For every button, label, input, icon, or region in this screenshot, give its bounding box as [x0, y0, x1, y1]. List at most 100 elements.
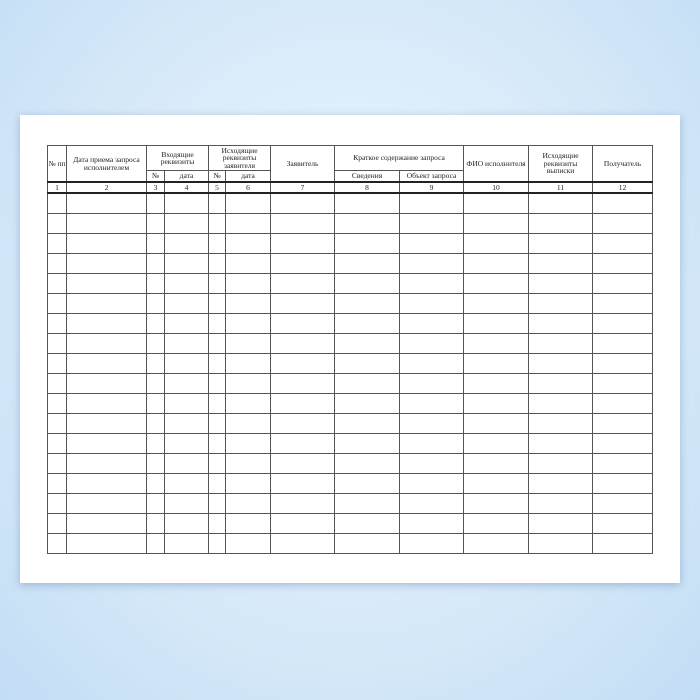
empty-cell [528, 253, 594, 274]
empty-cell [463, 373, 530, 394]
empty-cell [47, 493, 67, 514]
empty-cell [399, 313, 465, 334]
empty-cell [163, 473, 210, 494]
empty-cell [463, 353, 530, 374]
empty-cell [528, 533, 594, 554]
empty-cell [270, 233, 336, 254]
empty-cell [334, 313, 401, 334]
header-summary: Краткое содержание запроса [334, 145, 465, 171]
empty-cell [528, 433, 594, 454]
empty-cell [334, 493, 401, 514]
empty-cell [208, 213, 227, 234]
empty-cell [146, 273, 165, 294]
empty-cell [225, 413, 272, 434]
empty-cell [47, 473, 67, 494]
empty-cell [225, 253, 272, 274]
empty-cell [592, 493, 654, 514]
empty-cell [66, 393, 147, 414]
empty-cell [528, 333, 594, 354]
empty-cell [334, 333, 401, 354]
column-number: 9 [399, 181, 465, 194]
empty-cell [225, 233, 272, 254]
empty-cell [592, 413, 654, 434]
empty-cell [208, 453, 227, 474]
empty-cell [592, 253, 654, 274]
empty-cell [163, 433, 210, 454]
empty-cell [270, 533, 336, 554]
empty-cell [463, 213, 530, 234]
empty-cell [66, 293, 147, 314]
empty-cell [270, 433, 336, 454]
empty-cell [146, 353, 165, 374]
empty-cell [592, 393, 654, 414]
table-row [47, 453, 654, 474]
empty-cell [163, 313, 210, 334]
empty-cell [163, 393, 210, 414]
empty-cell [146, 313, 165, 334]
empty-cell [528, 273, 594, 294]
header-recipient: Получатель [592, 145, 654, 183]
empty-cell [208, 373, 227, 394]
empty-cell [163, 513, 210, 534]
header-num: № пп [47, 145, 67, 183]
table-row [47, 433, 654, 454]
empty-cell [66, 533, 147, 554]
empty-cell [528, 373, 594, 394]
empty-cell [163, 333, 210, 354]
empty-cell [225, 313, 272, 334]
empty-cell [146, 253, 165, 274]
empty-cell [399, 513, 465, 534]
table-row [47, 213, 654, 234]
empty-cell [66, 253, 147, 274]
empty-cell [334, 192, 401, 214]
empty-cell [463, 333, 530, 354]
empty-cell [334, 273, 401, 294]
empty-cell [399, 353, 465, 374]
empty-cell [146, 233, 165, 254]
empty-cell [399, 192, 465, 214]
empty-cell [163, 373, 210, 394]
form-sheet: № пп Дата приема запроса исполнителем Вх… [20, 115, 680, 583]
empty-cell [463, 453, 530, 474]
empty-cell [399, 413, 465, 434]
empty-cell [334, 353, 401, 374]
empty-cell [225, 393, 272, 414]
empty-cell [270, 192, 336, 214]
empty-cell [225, 213, 272, 234]
header-outgoing-applicant: Исходящие реквизиты заявителя [208, 145, 272, 171]
empty-cell [399, 333, 465, 354]
empty-cell [463, 233, 530, 254]
empty-cell [592, 453, 654, 474]
empty-cell [270, 513, 336, 534]
empty-cell [270, 293, 336, 314]
table-row [47, 353, 654, 374]
empty-cell [66, 313, 147, 334]
empty-cell [47, 253, 67, 274]
empty-cell [47, 233, 67, 254]
empty-cell [399, 293, 465, 314]
empty-cell [225, 473, 272, 494]
empty-cell [528, 453, 594, 474]
table-row [47, 192, 654, 214]
table-row [47, 393, 654, 414]
empty-cell [163, 213, 210, 234]
empty-cell [146, 333, 165, 354]
empty-cell [270, 253, 336, 274]
empty-cell [334, 213, 401, 234]
empty-cell [225, 192, 272, 214]
empty-cell [528, 192, 594, 214]
empty-cell [463, 493, 530, 514]
empty-cell [66, 233, 147, 254]
empty-cell [163, 493, 210, 514]
empty-cell [146, 413, 165, 434]
empty-cell [208, 313, 227, 334]
empty-cell [399, 273, 465, 294]
empty-cell [146, 453, 165, 474]
table-row [47, 313, 654, 334]
empty-cell [592, 513, 654, 534]
empty-cell [47, 192, 67, 214]
header-outgoing-extract: Исходящие реквизиты выписки [528, 145, 594, 183]
empty-cell [47, 313, 67, 334]
empty-cell [463, 273, 530, 294]
empty-cell [66, 473, 147, 494]
